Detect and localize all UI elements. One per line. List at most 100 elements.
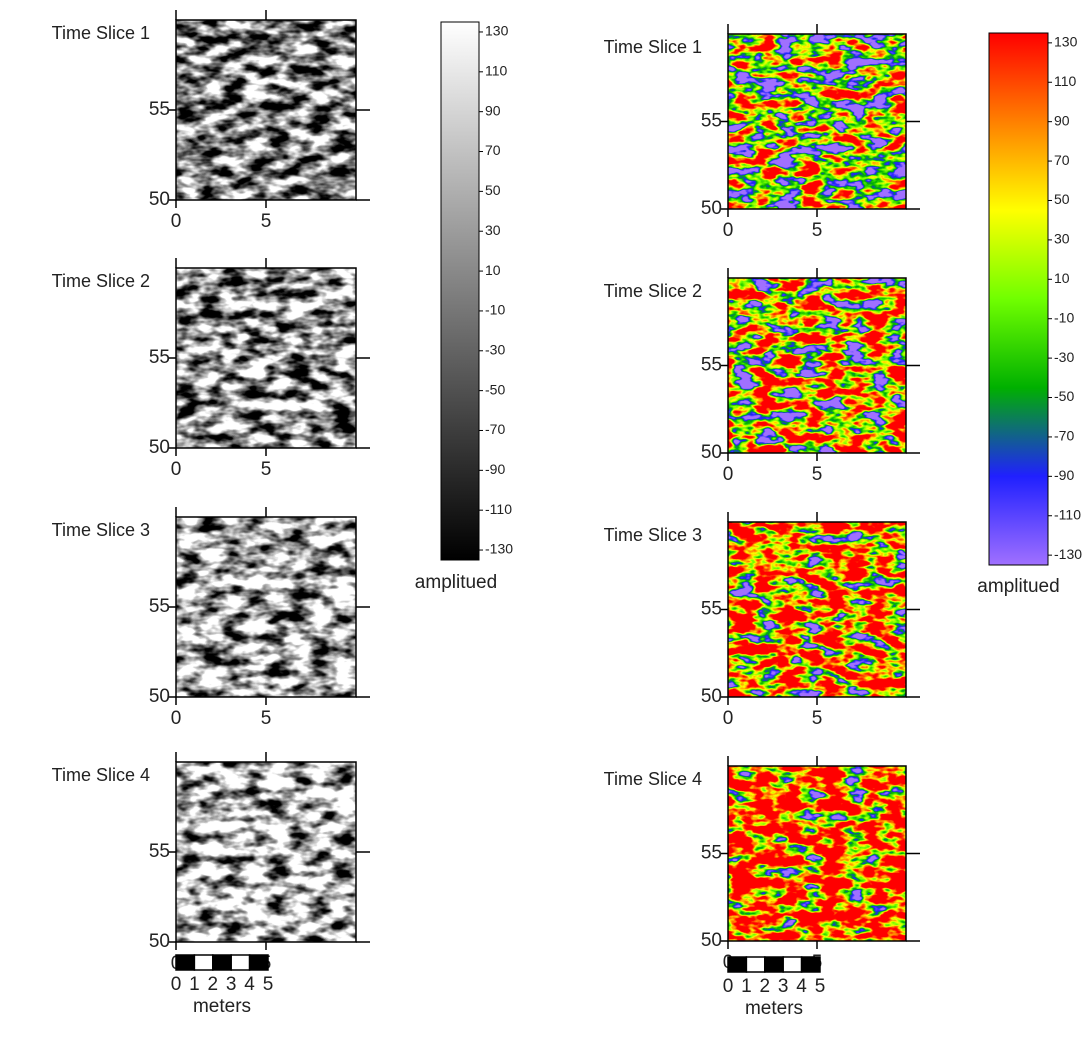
colorbar-tick-label: -110 xyxy=(1054,506,1081,522)
y-tick-label: 50 xyxy=(149,437,170,458)
y-tick-label: 55 xyxy=(149,347,170,368)
colorbar-tick-label: 30 xyxy=(1054,231,1070,247)
colorbar xyxy=(988,32,1049,566)
scale-bar-segment xyxy=(193,954,214,971)
scale-bar-label: 5 xyxy=(815,976,826,997)
colorbar-label: amplitued xyxy=(415,572,497,593)
colorbar-tick-label: 30 xyxy=(485,222,501,238)
colorbar-tick-label: 10 xyxy=(1054,270,1070,286)
x-tick-label: 0 xyxy=(723,708,734,729)
colorbar-tick-label: 130 xyxy=(485,23,509,39)
colorbar-tick-label: 50 xyxy=(485,182,501,198)
colorbar-tick-label: -130 xyxy=(1054,546,1082,562)
slice-title: Time Slice 4 xyxy=(52,765,150,785)
colorbar xyxy=(440,21,480,561)
scale-bar-label: 5 xyxy=(263,974,274,995)
colorbar-tick-label: -50 xyxy=(1054,388,1074,404)
x-tick-label: 0 xyxy=(171,211,182,232)
scale-bar-unit: meters xyxy=(745,998,803,1019)
slice-title: Time Slice 1 xyxy=(604,37,702,57)
scale-bar-label: 2 xyxy=(760,976,771,997)
colorbar-tick-label: -30 xyxy=(485,341,505,357)
x-tick-label: 5 xyxy=(261,459,272,480)
y-tick-label: 50 xyxy=(701,198,722,219)
colorbar-tick-label: -70 xyxy=(485,421,505,437)
colorbar-tick-label: 70 xyxy=(1054,152,1070,168)
scale-bar-label: 3 xyxy=(226,974,237,995)
colorbar-tick-label: -50 xyxy=(485,381,505,397)
colorbar-tick-label: 90 xyxy=(1054,112,1070,128)
slice-title: Time Slice 1 xyxy=(52,23,150,43)
y-tick-label: 55 xyxy=(701,843,722,864)
heatmap xyxy=(176,762,356,942)
scale-bar-label: 2 xyxy=(208,974,219,995)
x-tick-label: 5 xyxy=(261,211,272,232)
heatmap xyxy=(728,766,906,941)
slice-title: Time Slice 2 xyxy=(604,281,702,301)
colorbar-tick-label: 130 xyxy=(1054,34,1078,50)
y-tick-label: 50 xyxy=(701,686,722,707)
colorbar-tick-label: -30 xyxy=(1054,349,1074,365)
x-tick-label: 0 xyxy=(723,464,734,485)
colorbar-tick-label: -90 xyxy=(485,461,505,477)
y-tick-label: 50 xyxy=(701,930,722,951)
slice-title: Time Slice 3 xyxy=(604,525,702,545)
colorbar-tick-label: 110 xyxy=(1054,73,1077,89)
scale-bar-segment xyxy=(745,956,766,973)
y-tick-label: 50 xyxy=(701,442,722,463)
heatmap xyxy=(176,517,356,697)
x-tick-label: 5 xyxy=(812,464,823,485)
scale-bar-label: 0 xyxy=(723,976,734,997)
y-tick-label: 50 xyxy=(149,931,170,952)
x-tick-label: 0 xyxy=(171,459,182,480)
scale-bar-label: 4 xyxy=(796,976,807,997)
x-tick-label: 5 xyxy=(812,708,823,729)
scale-bar-label: 1 xyxy=(741,976,752,997)
scale-bar-label: 0 xyxy=(171,974,182,995)
y-tick-label: 55 xyxy=(149,841,170,862)
y-tick-label: 55 xyxy=(701,355,722,376)
slice-title: Time Slice 4 xyxy=(604,769,702,789)
scale-bar-segment xyxy=(175,954,196,971)
y-tick-label: 55 xyxy=(701,111,722,132)
y-tick-label: 55 xyxy=(149,596,170,617)
y-tick-label: 50 xyxy=(149,686,170,707)
scale-bar-label: 1 xyxy=(189,974,200,995)
colorbar-tick-label: 110 xyxy=(485,63,508,79)
colorbar-tick-label: 90 xyxy=(485,102,501,118)
scale-bar-label: 3 xyxy=(778,976,789,997)
scale-bar-unit: meters xyxy=(193,996,251,1017)
scale-bar-segment xyxy=(727,956,748,973)
slice-title: Time Slice 2 xyxy=(52,271,150,291)
colorbar-tick-label: 70 xyxy=(485,142,501,158)
y-tick-label: 50 xyxy=(149,189,170,210)
heatmap xyxy=(728,34,906,209)
heatmap xyxy=(728,278,906,453)
x-tick-label: 5 xyxy=(261,708,272,729)
scale-bar-segment xyxy=(800,956,821,973)
scale-bar-segment xyxy=(248,954,269,971)
heatmap xyxy=(176,268,356,448)
colorbar-tick-label: 50 xyxy=(1054,191,1070,207)
scale-bar-label: 4 xyxy=(244,974,255,995)
colorbar-tick-label: -90 xyxy=(1054,467,1074,483)
colorbar-tick-label: -10 xyxy=(1054,309,1074,325)
scale-bar-segment xyxy=(212,954,232,971)
colorbar-label: amplitued xyxy=(977,576,1059,597)
y-tick-label: 55 xyxy=(149,99,170,120)
x-tick-label: 0 xyxy=(171,708,182,729)
slice-title: Time Slice 3 xyxy=(52,520,150,540)
scale-bar-segment xyxy=(782,956,803,973)
scale-bar-segment xyxy=(230,954,251,971)
colorbar-tick-label: -10 xyxy=(485,302,505,318)
colorbar-tick-label: 10 xyxy=(485,262,501,278)
scale-bar-segment xyxy=(764,956,784,973)
colorbar-tick-label: -130 xyxy=(485,541,513,557)
heatmap xyxy=(176,20,356,200)
colorbar-tick-label: -70 xyxy=(1054,428,1074,444)
x-tick-label: 5 xyxy=(812,220,823,241)
y-tick-label: 55 xyxy=(701,599,722,620)
